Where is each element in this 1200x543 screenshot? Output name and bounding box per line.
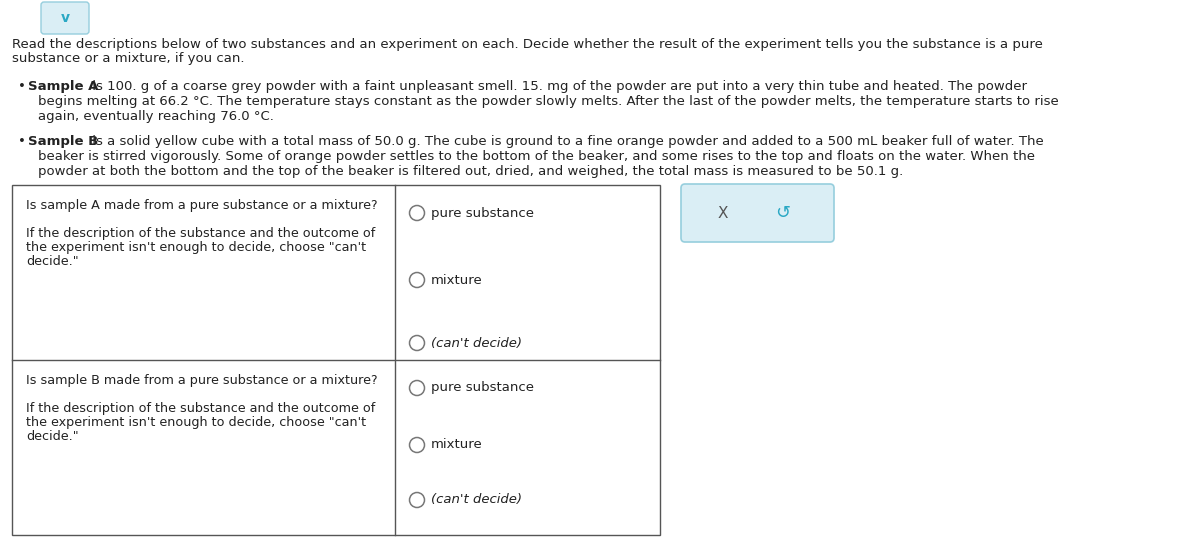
Text: the experiment isn't enough to decide, choose "can't: the experiment isn't enough to decide, c…: [26, 241, 366, 254]
FancyBboxPatch shape: [682, 184, 834, 242]
Text: decide.": decide.": [26, 255, 79, 268]
FancyBboxPatch shape: [41, 2, 89, 34]
Text: is 100. g of a coarse grey powder with a faint unpleasant smell. 15. mg of the p: is 100. g of a coarse grey powder with a…: [88, 80, 1027, 93]
Circle shape: [409, 381, 425, 395]
Text: mixture: mixture: [431, 439, 482, 451]
Bar: [12, 185, 660, 535]
Text: If the description of the substance and the outcome of: If the description of the substance and …: [26, 227, 376, 240]
Text: is a solid yellow cube with a total mass of 50.0 g. The cube is ground to a fine: is a solid yellow cube with a total mass…: [88, 135, 1044, 148]
Text: Is sample A made from a pure substance or a mixture?: Is sample A made from a pure substance o…: [26, 199, 378, 212]
Text: again, eventually reaching 76.0 °C.: again, eventually reaching 76.0 °C.: [38, 110, 274, 123]
Text: mixture: mixture: [431, 274, 482, 287]
Text: •: •: [18, 135, 30, 148]
Text: the experiment isn't enough to decide, choose "can't: the experiment isn't enough to decide, c…: [26, 416, 366, 429]
Circle shape: [409, 438, 425, 452]
Text: substance or a mixture, if you can.: substance or a mixture, if you can.: [12, 52, 245, 65]
Text: powder at both the bottom and the top of the beaker is filtered out, dried, and : powder at both the bottom and the top of…: [38, 165, 904, 178]
Circle shape: [409, 493, 425, 508]
Text: pure substance: pure substance: [431, 206, 534, 219]
Text: (can't decide): (can't decide): [431, 494, 522, 507]
Circle shape: [409, 273, 425, 287]
Text: (can't decide): (can't decide): [431, 337, 522, 350]
Text: If the description of the substance and the outcome of: If the description of the substance and …: [26, 402, 376, 415]
Text: •: •: [18, 80, 30, 93]
Text: beaker is stirred vigorously. Some of orange powder settles to the bottom of the: beaker is stirred vigorously. Some of or…: [38, 150, 1034, 163]
Text: pure substance: pure substance: [431, 382, 534, 395]
Text: v: v: [60, 11, 70, 25]
Text: decide.": decide.": [26, 430, 79, 443]
Text: Read the descriptions below of two substances and an experiment on each. Decide : Read the descriptions below of two subst…: [12, 38, 1043, 51]
Text: Sample A: Sample A: [28, 80, 98, 93]
Text: ↺: ↺: [775, 204, 791, 222]
Text: Sample B: Sample B: [28, 135, 98, 148]
Text: Is sample B made from a pure substance or a mixture?: Is sample B made from a pure substance o…: [26, 374, 378, 387]
Text: X: X: [718, 205, 728, 220]
Circle shape: [409, 336, 425, 350]
Circle shape: [409, 205, 425, 220]
Text: begins melting at 66.2 °C. The temperature stays constant as the powder slowly m: begins melting at 66.2 °C. The temperatu…: [38, 95, 1058, 108]
